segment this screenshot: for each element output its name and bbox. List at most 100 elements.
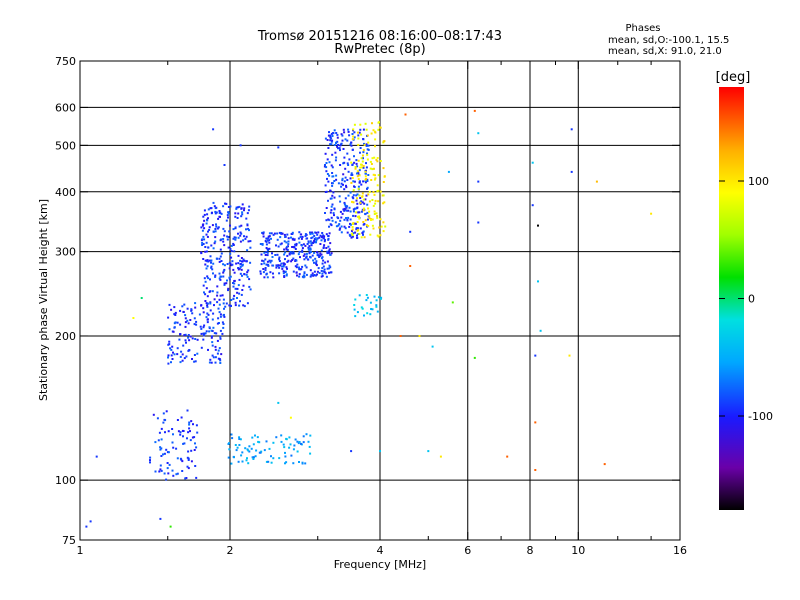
data-point: [366, 187, 368, 190]
data-point: [342, 183, 344, 186]
data-point: [302, 441, 305, 444]
data-point: [167, 472, 170, 475]
data-point: [170, 308, 173, 311]
data-point: [270, 259, 273, 262]
data-point: [306, 243, 309, 245]
data-point: [206, 275, 209, 278]
data-point: [362, 166, 365, 169]
data-point: [168, 328, 171, 331]
data-point: [284, 270, 287, 273]
data-point: [211, 335, 213, 338]
data-point: [324, 164, 326, 166]
data-point: [231, 260, 234, 263]
data-point: [210, 336, 213, 339]
data-point: [363, 314, 365, 317]
data-point: [283, 275, 286, 277]
data-point: [366, 180, 369, 182]
data-point: [345, 184, 347, 187]
data-point: [329, 253, 332, 256]
data-point: [196, 431, 199, 434]
x-tick-label: 10: [571, 544, 585, 557]
data-point: [160, 447, 163, 450]
data-point: [264, 240, 267, 242]
data-point: [352, 201, 355, 204]
data-point: [183, 334, 186, 337]
data-point: [309, 452, 312, 455]
data-point: [301, 247, 304, 250]
data-point: [349, 210, 352, 213]
data-point: [186, 307, 189, 310]
data-point: [347, 216, 350, 219]
data-point: [339, 210, 342, 213]
data-point: [220, 238, 223, 241]
data-point: [244, 237, 247, 240]
data-point: [383, 175, 386, 178]
data-point: [367, 207, 370, 210]
data-point: [283, 263, 286, 266]
data-point: [355, 199, 358, 202]
data-point: [359, 201, 362, 204]
data-point: [316, 237, 319, 240]
data-point: [265, 251, 268, 254]
data-point: [182, 344, 185, 347]
data-point: [183, 357, 186, 360]
data-point: [358, 174, 361, 177]
data-point: [376, 234, 379, 237]
data-point: [404, 113, 407, 116]
data-point: [311, 254, 314, 257]
data-point: [358, 232, 361, 235]
data-point: [331, 182, 334, 185]
data-point: [375, 158, 378, 161]
data-point: [268, 239, 271, 242]
data-point: [364, 170, 367, 173]
data-point: [216, 322, 219, 325]
y-tick-label: 200: [55, 330, 76, 343]
data-point: [237, 284, 240, 287]
data-point: [292, 252, 295, 255]
data-point: [227, 211, 230, 214]
data-point: [372, 227, 375, 230]
data-point: [179, 431, 182, 434]
data-point: [215, 211, 218, 214]
data-point: [202, 215, 205, 218]
data-point: [204, 332, 207, 335]
data-point: [238, 444, 241, 446]
data-point: [339, 227, 342, 230]
data-point: [179, 433, 182, 436]
data-point: [376, 184, 379, 187]
data-point: [282, 443, 285, 446]
data-point: [271, 252, 273, 255]
data-point: [344, 197, 347, 200]
data-point: [255, 449, 258, 452]
data-point: [254, 434, 256, 437]
data-point: [328, 174, 331, 177]
data-point: [353, 131, 356, 134]
data-point: [352, 232, 355, 235]
data-point: [203, 209, 206, 212]
data-point: [291, 259, 294, 261]
data-point: [208, 361, 211, 364]
data-point: [352, 210, 355, 213]
data-point: [324, 238, 326, 241]
data-point: [214, 348, 217, 351]
data-point: [201, 229, 204, 232]
data-point: [194, 338, 197, 340]
data-point: [230, 462, 233, 465]
data-point: [377, 121, 380, 124]
data-point: [350, 141, 353, 144]
data-point: [261, 231, 264, 234]
data-point: [328, 232, 331, 235]
data-point: [379, 450, 381, 453]
data-point: [239, 240, 242, 243]
data-point: [204, 300, 207, 302]
data-point: [237, 460, 240, 463]
data-point: [353, 123, 356, 126]
data-point: [281, 232, 284, 235]
data-point: [162, 421, 165, 424]
data-point: [187, 450, 190, 453]
data-point: [232, 244, 235, 246]
y-tick-label: 750: [55, 55, 76, 68]
data-point: [343, 209, 346, 212]
data-point: [355, 162, 358, 165]
data-point: [272, 457, 275, 460]
